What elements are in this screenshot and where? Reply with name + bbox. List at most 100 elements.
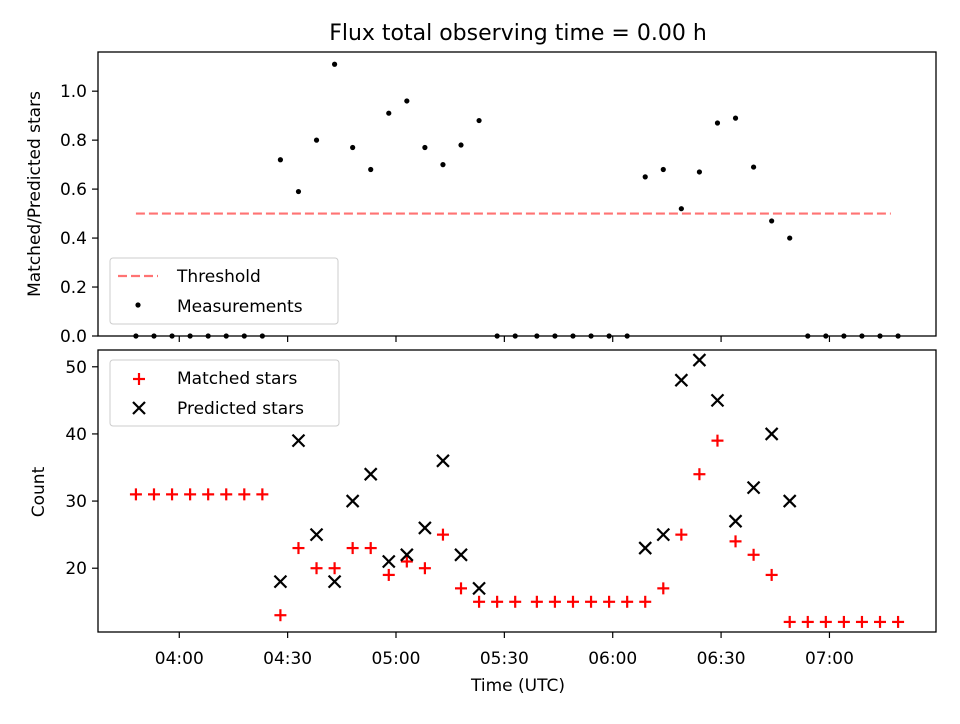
threshold-legend-label: Threshold — [176, 267, 261, 287]
y-tick-label: 0.6 — [60, 180, 87, 200]
predicted-legend-label: Predicted stars — [177, 399, 304, 419]
matched-star-point — [455, 582, 468, 595]
predicted-star-point — [345, 494, 360, 508]
matched-star-point — [892, 615, 905, 628]
predicted-star-point — [327, 574, 342, 589]
matched-star-point — [819, 615, 832, 628]
matched-star-point — [837, 615, 850, 628]
matched-star-point — [310, 562, 323, 575]
matched-star-point — [509, 595, 522, 608]
top-legend-box — [109, 257, 339, 325]
predicted-star-point — [746, 480, 761, 495]
predicted-star-point — [454, 548, 468, 562]
measurement-point — [422, 144, 428, 151]
bottom-y-axis-label: Count — [29, 466, 49, 517]
matched-star-point — [530, 595, 543, 608]
y-tick-label: 40 — [65, 425, 87, 445]
predicted-star-point — [782, 494, 797, 508]
matched-star-point — [220, 488, 233, 501]
matched-star-point — [147, 488, 160, 501]
measurement-point — [732, 115, 739, 121]
matched-star-point — [874, 615, 887, 628]
bottom-y-ticks: 20 30 40 50 — [65, 358, 98, 579]
x-tick-label: 04:30 — [263, 649, 312, 669]
matched-star-point — [675, 528, 688, 541]
matched-star-point — [382, 568, 395, 581]
measurement-point — [642, 174, 648, 180]
matched-star-point — [202, 488, 215, 501]
measurement-point — [313, 137, 320, 143]
measurement-point — [678, 206, 684, 212]
measurements-legend-swatch — [135, 302, 141, 308]
y-tick-label: 1.0 — [60, 82, 87, 102]
measurement-point — [458, 142, 464, 148]
y-tick-label: 0.0 — [60, 327, 87, 347]
matched-star-point — [274, 609, 287, 622]
matched-star-point — [639, 595, 652, 608]
bottom-legend: Matched stars Predicted stars — [109, 359, 340, 427]
measurement-point — [295, 188, 302, 195]
predicted-star-point — [291, 433, 306, 448]
matched-star-point — [566, 595, 579, 608]
chart-title: Flux total observing time = 0.00 h — [329, 21, 707, 46]
x-axis-label: Time (UTC) — [470, 676, 565, 696]
y-tick-label: 50 — [65, 358, 87, 378]
matched-star-point — [621, 595, 634, 608]
x-tick-label: 07:00 — [805, 649, 854, 669]
matched-star-point — [855, 615, 868, 628]
matched-star-point — [585, 595, 598, 608]
matched-star-point — [711, 434, 724, 447]
bottom-plot-frame — [97, 349, 937, 633]
x-tick-label: 06:00 — [588, 649, 637, 669]
matched-star-point — [548, 595, 561, 608]
predicted-star-point — [472, 581, 486, 596]
matched-star-point — [418, 562, 431, 575]
measurement-point — [404, 98, 410, 104]
measurement-point — [386, 110, 392, 116]
measurement-point — [350, 144, 356, 151]
measurement-point — [368, 166, 374, 173]
count-points — [129, 353, 905, 628]
matched-star-point — [328, 562, 341, 575]
y-tick-label: 30 — [65, 492, 87, 512]
top-y-axis-label: Matched/Predicted stars — [25, 91, 45, 297]
measurement-point — [769, 218, 775, 224]
matched-star-point — [364, 542, 377, 555]
predicted-star-point — [381, 554, 396, 569]
matched-star-point — [765, 568, 778, 581]
predicted-star-point — [674, 373, 689, 387]
predicted-star-point — [638, 541, 653, 555]
matched-star-point — [184, 488, 197, 501]
y-tick-label: 0.4 — [60, 229, 87, 249]
measurements-legend-label: Measurements — [177, 297, 303, 317]
matched-star-point — [491, 595, 504, 608]
x-tick-label: 06:30 — [697, 649, 746, 669]
measurement-point — [696, 169, 703, 175]
predicted-star-point — [656, 527, 671, 542]
matched-star-point — [693, 468, 706, 481]
predicted-star-point — [692, 353, 707, 367]
x-tick-label: 04:00 — [155, 649, 204, 669]
matched-star-point — [346, 542, 359, 555]
bottom-legend-box — [109, 359, 340, 427]
matched-star-point — [256, 488, 269, 501]
predicted-star-point — [363, 467, 378, 481]
predicted-star-point — [418, 521, 432, 535]
matched-legend-swatch — [133, 373, 145, 385]
matched-star-point — [400, 555, 413, 568]
matched-star-point — [238, 488, 251, 501]
predicted-star-point — [710, 393, 725, 408]
matched-star-point — [801, 615, 814, 628]
predicted-star-point — [764, 427, 779, 441]
matched-star-point — [129, 488, 142, 501]
matched-star-point — [292, 542, 305, 555]
predicted-star-point — [309, 527, 324, 542]
matched-star-point — [729, 535, 742, 548]
top-legend: Threshold Measurements — [109, 257, 339, 325]
measurement-point — [787, 235, 793, 241]
matched-legend-label: Matched stars — [177, 369, 297, 389]
matched-star-point — [473, 595, 486, 608]
y-tick-label: 0.8 — [60, 131, 87, 151]
